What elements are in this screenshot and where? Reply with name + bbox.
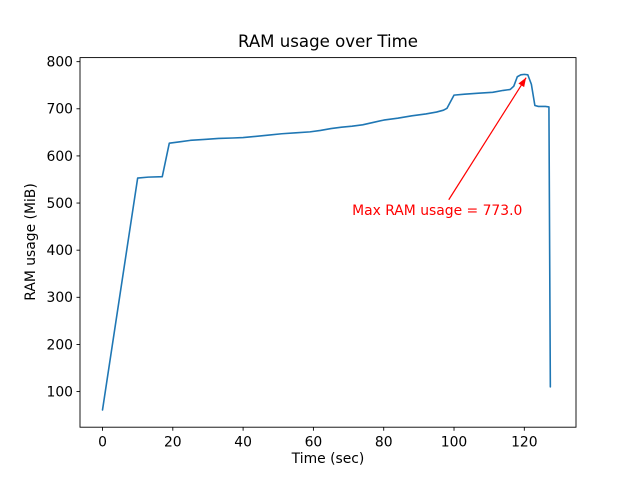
tick-label: 60 xyxy=(305,435,323,451)
annotation-arrow xyxy=(448,77,527,201)
ram-usage-line xyxy=(101,73,552,411)
tick-label: 800 xyxy=(46,55,73,71)
y-axis-label: RAM usage (MiB) xyxy=(23,183,39,301)
axis-tick-marks xyxy=(76,61,525,431)
tick-label: 500 xyxy=(46,196,73,212)
tick-label: 40 xyxy=(234,435,252,451)
tick-label: 0 xyxy=(98,435,107,451)
tick-label: 100 xyxy=(46,384,73,400)
tick-label: 200 xyxy=(46,337,73,353)
x-axis-label: Time (sec) xyxy=(291,451,365,467)
tick-label: 80 xyxy=(375,435,393,451)
axes-frame xyxy=(79,57,577,428)
axis-tick-labels: 0 20 40 60 80 100 120 100 200 300 400 500 600 700 800 xyxy=(46,55,537,451)
tick-label: 400 xyxy=(46,243,73,259)
max-ram-annotation: Max RAM usage = 773.0 xyxy=(352,203,523,220)
tick-label: 700 xyxy=(46,102,73,118)
arrowhead-icon xyxy=(518,77,527,88)
chart-title: RAM usage over Time xyxy=(237,32,419,51)
tick-label: 600 xyxy=(46,149,73,165)
tick-label: 120 xyxy=(511,435,538,451)
tick-label: 300 xyxy=(46,290,73,306)
tick-label: 100 xyxy=(441,435,468,451)
tick-label: 20 xyxy=(164,435,182,451)
